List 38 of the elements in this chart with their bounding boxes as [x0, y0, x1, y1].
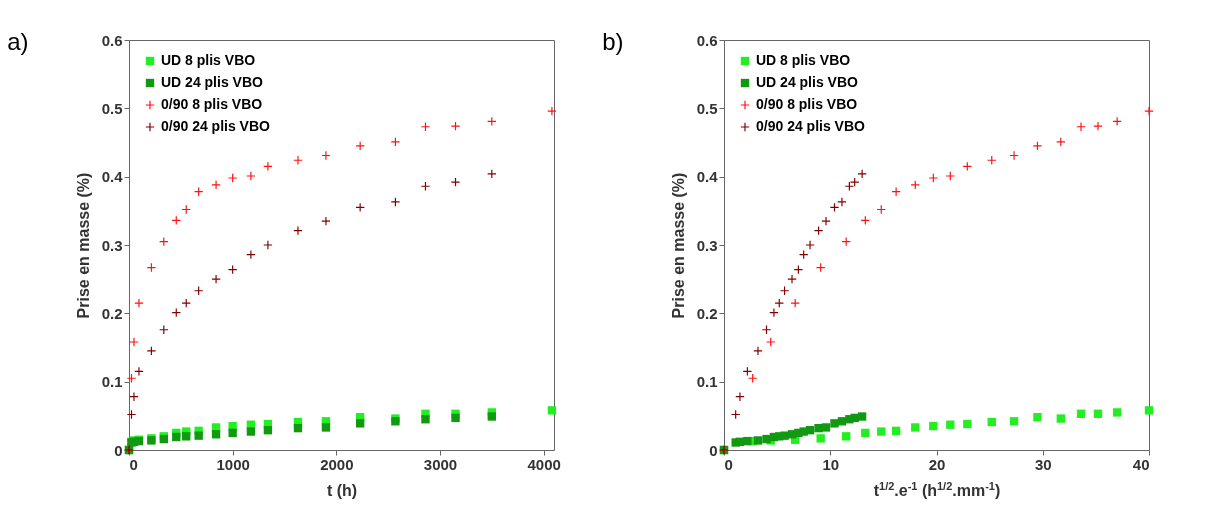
legend-label: UD 8 plis VBO	[161, 52, 256, 68]
y-axis-title: Prise en masse (%)	[74, 172, 92, 319]
y-tick-label: 0.3	[696, 236, 718, 254]
legend-label: UD 24 plis VBO	[756, 74, 859, 90]
chart-title: b)	[602, 28, 624, 55]
y-tick-label: 0.6	[696, 31, 718, 49]
y-tick-label: 0.2	[696, 304, 718, 322]
y-tick-label: 0.5	[696, 99, 718, 117]
x-tick-label: 30	[1034, 455, 1052, 473]
y-tick-label: 0.4	[101, 168, 124, 186]
x-tick-label: 4000	[527, 455, 561, 473]
y-tick-label: 0	[709, 441, 718, 459]
x-tick-label: 3000	[423, 455, 458, 473]
legend-label: 0/90 24 plis VBO	[161, 118, 271, 134]
y-tick-label: 0.5	[101, 99, 123, 117]
x-tick-label: 2000	[320, 455, 354, 473]
text: t$^{1/2}$.e$^{-1}$ (h$^{1/2}$.mm$^{-1}$)	[873, 479, 1001, 499]
chart-title: a)	[7, 28, 29, 55]
y-tick-label: 0.1	[101, 373, 123, 391]
y-tick-label: 0.2	[101, 304, 123, 322]
y-tick-label: 0.4	[696, 168, 719, 186]
x-tick-label: 0	[129, 455, 138, 473]
x-axis-title: t (h)	[326, 481, 358, 499]
legend-label: UD 24 plis VBO	[161, 74, 264, 90]
x-tick-label: 10	[822, 455, 840, 473]
legend-label: 0/90 8 plis VBO	[161, 96, 263, 112]
x-tick-label: 1000	[216, 455, 250, 473]
x-tick-label: 20	[928, 455, 946, 473]
legend-label: 0/90 24 plis VBO	[756, 118, 866, 134]
y-tick-label: 0.1	[696, 373, 718, 391]
y-tick-label: 0.3	[101, 236, 123, 254]
legend-label: UD 8 plis VBO	[756, 52, 851, 68]
y-tick-label: 0	[114, 441, 123, 459]
x-tick-label: 0	[724, 455, 733, 473]
y-axis-title: Prise en masse (%)	[669, 172, 687, 319]
x-tick-label: 40	[1132, 455, 1150, 473]
legend-label: 0/90 8 plis VBO	[756, 96, 858, 112]
y-tick-label: 0.6	[101, 31, 123, 49]
